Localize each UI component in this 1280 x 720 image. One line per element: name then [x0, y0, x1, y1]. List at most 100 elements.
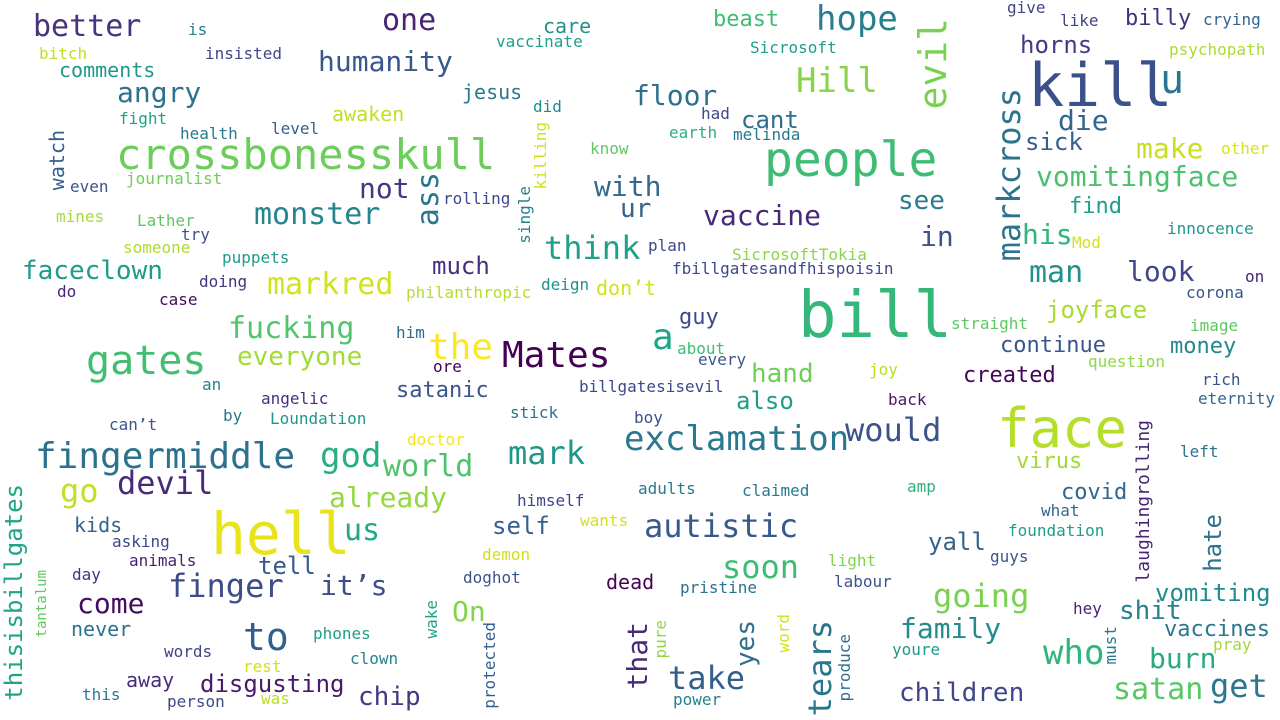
word-mines: mines — [56, 207, 105, 226]
word-that: that — [621, 622, 654, 690]
word-shit: shit — [1119, 596, 1182, 626]
word-phones: phones — [313, 624, 371, 643]
word-humanity: humanity — [318, 45, 453, 78]
word-ass: ass — [411, 172, 446, 227]
word-die: die — [1058, 104, 1109, 137]
word-fingermiddle: fingermiddle — [35, 436, 296, 477]
word-dead: dead — [606, 570, 655, 594]
word-someone: someone — [123, 238, 191, 257]
word-labour: labour — [834, 572, 892, 591]
word-going: going — [933, 577, 1030, 615]
word-left: left — [1180, 442, 1219, 461]
word-burn: burn — [1149, 642, 1217, 675]
word-one: one — [382, 3, 437, 38]
word-protected: protected — [480, 622, 499, 709]
word-hey: hey — [1073, 599, 1102, 618]
word-know: know — [590, 139, 629, 158]
word-vomiting: vomiting — [1155, 579, 1271, 607]
word-vomitingface: vomitingface — [1036, 160, 1239, 193]
word-exclamation: exclamation — [624, 419, 850, 459]
word-wants: wants — [580, 511, 629, 530]
word-single: single — [515, 186, 534, 244]
word-angelic: angelic — [261, 389, 329, 408]
word-tantalum: tantalum — [34, 570, 50, 638]
word-billy: billy — [1125, 6, 1192, 31]
word-health: health — [180, 124, 238, 143]
word-this: this — [82, 685, 121, 704]
word-mates: Mates — [502, 335, 611, 376]
word-virus: virus — [1016, 449, 1083, 474]
word-tell: tell — [258, 552, 316, 580]
word-boy: boy — [634, 408, 663, 427]
word-loundation: Loundation — [270, 409, 367, 428]
word-demon: demon — [482, 545, 531, 564]
word-even: even — [70, 177, 109, 196]
word-world: world — [383, 449, 474, 484]
word-yall: yall — [928, 528, 986, 556]
word-pristine: pristine — [680, 578, 758, 597]
word-an: an — [202, 375, 222, 394]
word-not: not — [359, 172, 410, 205]
word-youre: youre — [892, 640, 941, 659]
word-hill: Hill — [796, 61, 878, 101]
word-thisisbillgates: thisisbillgates — [0, 484, 28, 701]
word-its: it’s — [320, 569, 388, 602]
word-look: look — [1127, 255, 1195, 288]
word-every: every — [698, 350, 747, 369]
word-by: by — [223, 406, 243, 425]
word-claimed: claimed — [742, 481, 810, 500]
word-go: go — [60, 472, 99, 510]
word-already: already — [329, 481, 448, 514]
word-god: god — [320, 436, 382, 476]
word-finger: finger — [168, 567, 284, 605]
word-case: case — [159, 290, 198, 309]
word-rich: rich — [1202, 370, 1241, 389]
word-day: day — [72, 565, 101, 584]
word-to: to — [243, 615, 289, 659]
word-bill: bill — [798, 279, 953, 353]
word-puppets: puppets — [222, 248, 290, 267]
word-insisted: insisted — [205, 44, 283, 63]
word-back: back — [888, 390, 927, 409]
word-crossbonesskull: crossbonesskull — [116, 130, 496, 179]
word-dont: don’t — [596, 276, 657, 300]
word-chip: chip — [358, 682, 421, 712]
word-children: children — [899, 678, 1025, 708]
word-come: come — [77, 587, 145, 620]
word-satan: satan — [1113, 672, 1204, 707]
word-face: face — [997, 397, 1128, 460]
word-better: better — [33, 9, 142, 44]
word-philanthropic: philanthropic — [406, 283, 532, 302]
word-foundation: foundation — [1008, 521, 1105, 540]
word-melinda: melinda — [733, 125, 801, 144]
word-autistic: autistic — [644, 507, 799, 545]
word-billgatesisevil: billgatesisevil — [579, 377, 724, 396]
word-guys: guys — [990, 547, 1029, 566]
word-was: was — [261, 689, 290, 708]
word-see: see — [898, 186, 945, 216]
word-monster: monster — [254, 197, 381, 232]
word-power: power — [673, 690, 722, 709]
word-disgusting: disgusting — [200, 670, 345, 698]
word-fight: fight — [119, 109, 168, 128]
word-the: the — [428, 327, 494, 368]
word-about: about — [677, 339, 726, 358]
word-everyone: everyone — [237, 342, 363, 372]
word-fbillgatesandfhispoisin: fbillgatesandfhispoisin — [672, 259, 894, 278]
word-lather: Lather — [137, 211, 195, 230]
word-adults: adults — [638, 479, 696, 498]
word-joy: joy — [869, 360, 898, 379]
word-continue: continue — [1000, 333, 1106, 358]
word-pray: pray — [1213, 635, 1252, 654]
word-covid: covid — [1061, 480, 1128, 505]
word-journalist: journalist — [126, 169, 223, 188]
word-try: try — [181, 225, 210, 244]
word-light: light — [828, 551, 877, 570]
word-like: like — [1060, 11, 1099, 30]
word-crying: crying — [1203, 10, 1261, 29]
word-beast: beast — [713, 7, 780, 32]
word-satanic: satanic — [396, 378, 489, 403]
word-faceclown: faceclown — [22, 256, 163, 286]
word-on-capital: On — [452, 595, 486, 628]
word-sicrosoft: Sicrosoft — [750, 38, 837, 57]
